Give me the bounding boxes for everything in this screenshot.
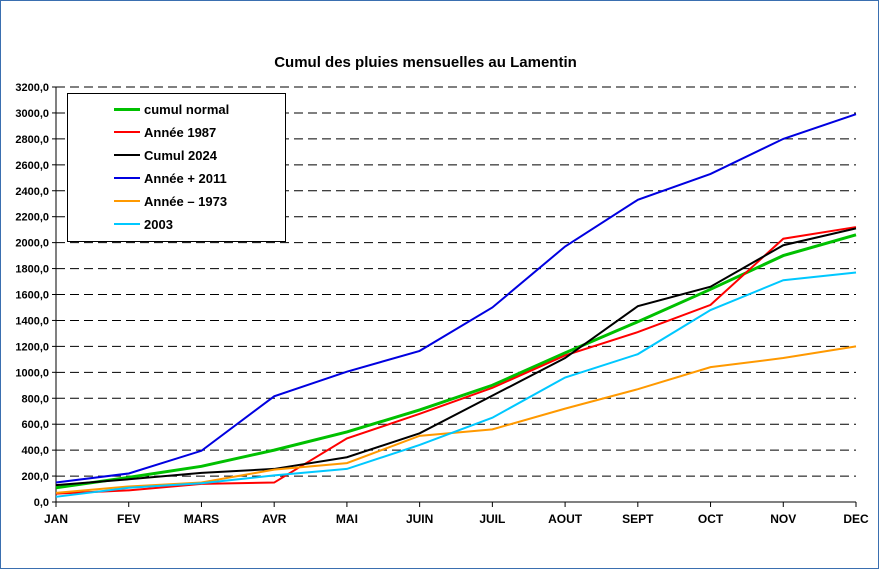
y-tick-label: 2200,0 — [15, 212, 49, 224]
y-tick-label: 2600,0 — [15, 160, 49, 172]
x-tick-label: JUIL — [479, 512, 505, 526]
chart-title: Cumul des pluies mensuelles au Lamentin — [274, 54, 577, 71]
x-tick-label: AOUT — [548, 512, 583, 526]
series-line-1 — [55, 226, 857, 495]
legend-label: 2003 — [144, 216, 173, 232]
legend-label: Cumul 2024 — [144, 147, 217, 163]
legend-item: Année – 1973 — [68, 191, 227, 211]
y-tick-label: 2000,0 — [15, 238, 49, 250]
legend-swatch — [114, 154, 140, 156]
y-tick-label: 600,0 — [21, 419, 49, 431]
y-tick-label: 3200,0 — [15, 82, 49, 94]
y-tick-label: 1600,0 — [15, 290, 49, 302]
y-tick-label: 2800,0 — [15, 134, 49, 146]
legend-item: cumul normal — [68, 99, 229, 119]
x-tick-label: MARS — [184, 512, 219, 526]
x-tick-label: OCT — [698, 512, 724, 526]
x-tick-label: FEV — [117, 512, 140, 526]
legend-swatch — [114, 177, 140, 179]
legend-item: Année 1987 — [68, 122, 216, 142]
legend-swatch — [114, 200, 140, 202]
legend-item: Année + 2011 — [68, 168, 227, 188]
series-line-2 — [55, 227, 857, 487]
legend-item: Cumul 2024 — [68, 145, 217, 165]
x-tick-label: MAI — [336, 512, 358, 526]
legend-swatch — [114, 107, 140, 111]
series-line-5 — [55, 271, 857, 498]
x-tick-label: JUIN — [406, 512, 433, 526]
x-tick-label: SEPT — [622, 512, 654, 526]
y-tick-label: 1200,0 — [15, 341, 49, 353]
legend: cumul normal Année 1987 Cumul 2024 Année + … — [67, 93, 286, 242]
series-line-0 — [55, 233, 857, 490]
y-tick-label: 800,0 — [21, 393, 49, 405]
legend-label: Année 1987 — [144, 124, 217, 140]
y-tick-label: 1000,0 — [15, 367, 49, 379]
y-tick-label: 0,0 — [34, 497, 49, 509]
x-tick-label: DEC — [843, 512, 869, 526]
series-line-3 — [55, 113, 857, 484]
x-tick-label: JAN — [44, 512, 68, 526]
legend-item: 2003 — [68, 214, 173, 234]
y-tick-label: 200,0 — [21, 471, 49, 483]
y-tick-label: 3000,0 — [15, 108, 49, 120]
y-tick-label: 2400,0 — [15, 186, 49, 198]
y-tick-label: 1400,0 — [15, 315, 49, 327]
legend-label: Année – 1973 — [144, 193, 228, 209]
x-tick-label: AVR — [262, 512, 287, 526]
legend-label: cumul normal — [144, 101, 230, 117]
legend-swatch — [114, 223, 140, 225]
legend-label: Année + 2011 — [144, 170, 227, 186]
x-tick-label: NOV — [770, 512, 796, 526]
legend-swatch — [114, 131, 140, 133]
y-tick-label: 400,0 — [21, 445, 49, 457]
y-tick-label: 1800,0 — [15, 264, 49, 276]
